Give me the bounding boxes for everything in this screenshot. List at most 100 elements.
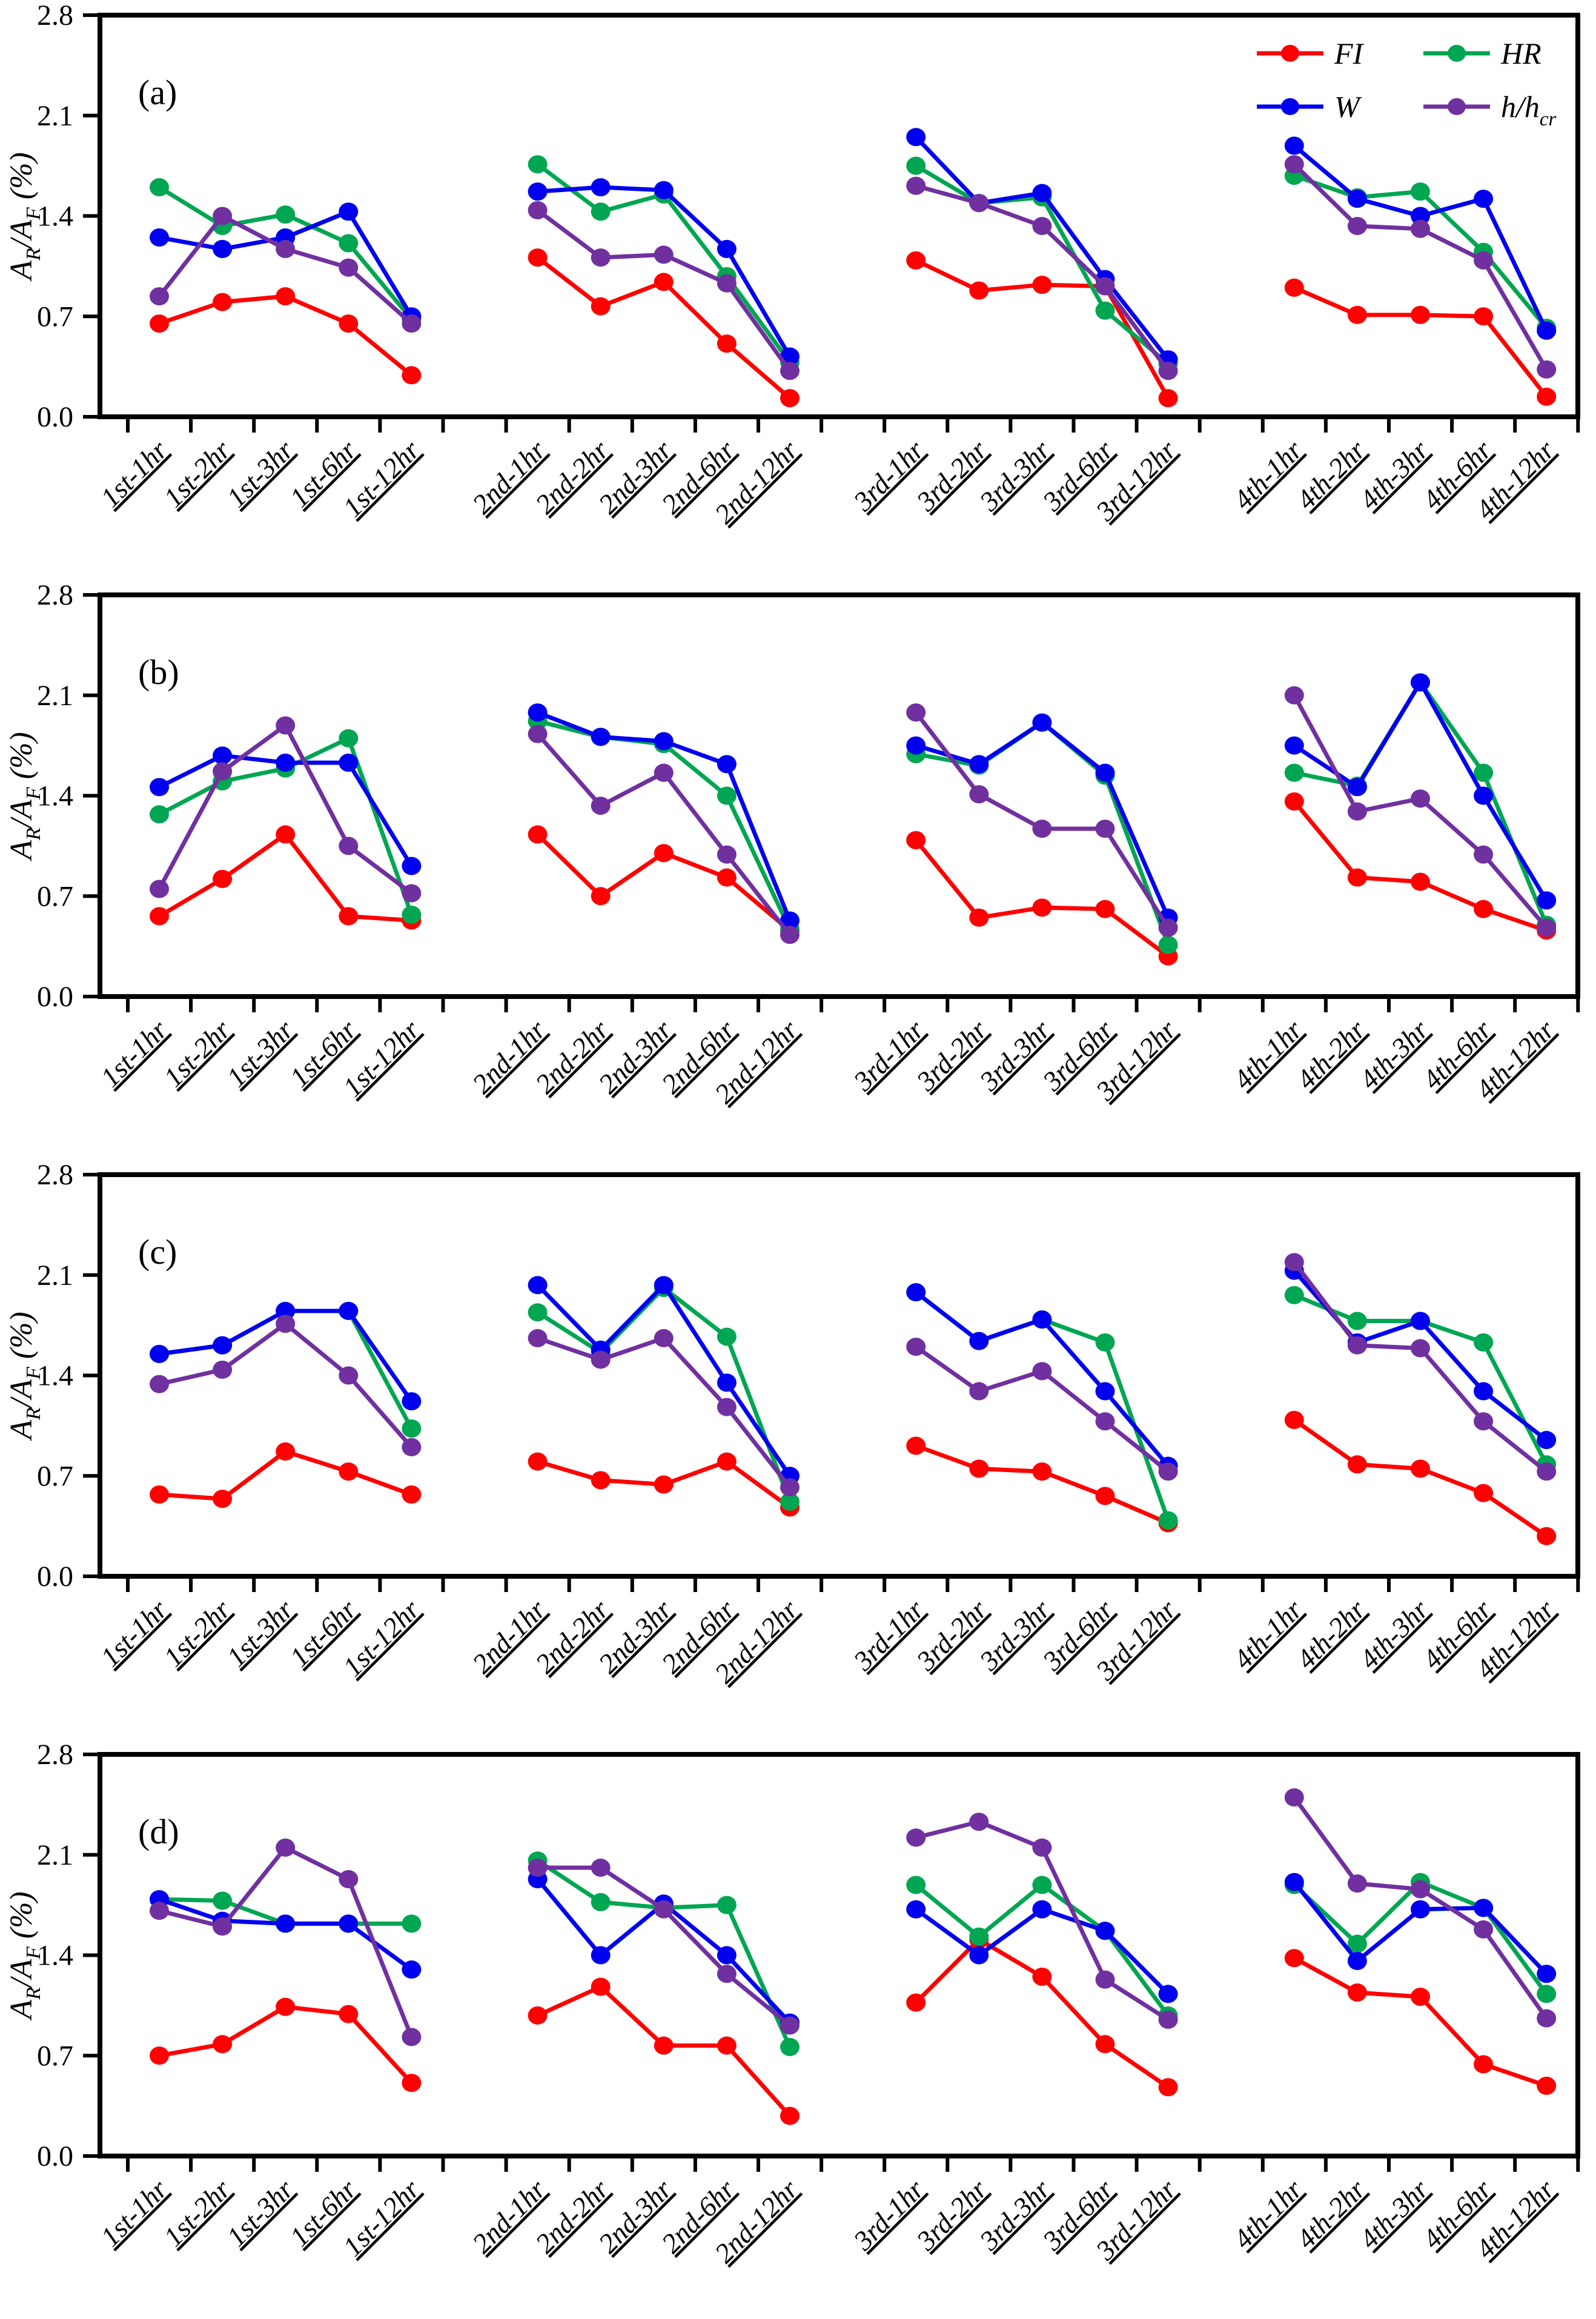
legend-label-HR: HR [1500, 36, 1541, 70]
x-tick-label: 3rd-1hr [847, 2173, 931, 2257]
data-point [906, 831, 926, 849]
data-point [213, 869, 233, 888]
data-point [276, 239, 296, 258]
data-point [1474, 251, 1494, 270]
data-point [591, 1859, 611, 1877]
plot-frame [98, 592, 1580, 999]
data-point [717, 239, 737, 258]
x-tick-label: 1st-2hr [157, 1014, 237, 1093]
panel-label: (b) [138, 652, 179, 692]
data-point [1347, 778, 1367, 797]
data-point [780, 389, 800, 408]
data-point [1537, 1462, 1557, 1481]
data-point [276, 825, 296, 844]
data-point [528, 725, 548, 743]
data-point [276, 1838, 296, 1857]
data-point [402, 2028, 422, 2046]
data-point [1095, 1412, 1115, 1431]
data-point [1095, 1970, 1115, 1989]
data-point [1474, 763, 1494, 782]
data-point [1411, 1339, 1430, 1358]
x-tick-label: 4th-1hr [1227, 2173, 1308, 2254]
y-tick-label: 0.0 [37, 1561, 73, 1593]
data-point [906, 1900, 926, 1919]
data-point [528, 1303, 548, 1322]
data-point [969, 1813, 989, 1831]
data-point [969, 1927, 989, 1946]
data-point [150, 805, 169, 824]
data-point [1284, 1788, 1304, 1807]
data-point [906, 736, 926, 755]
data-point [213, 207, 233, 225]
data-point [213, 1361, 233, 1379]
data-point [1032, 819, 1052, 838]
data-point [591, 887, 611, 906]
data-point [150, 1344, 169, 1363]
data-point [717, 334, 737, 353]
data-point [402, 314, 422, 333]
data-point [1032, 1462, 1052, 1481]
x-tick-label: 4th-2hr [1290, 1593, 1371, 1674]
x-tick-label: 3rd-3hr [973, 434, 1057, 517]
legend-marker-HR [1448, 45, 1466, 62]
data-point [1537, 2009, 1557, 2028]
data-point [1537, 891, 1557, 910]
data-point [213, 746, 233, 765]
data-point [717, 2036, 737, 2055]
data-point [969, 1382, 989, 1401]
data-point [1158, 1511, 1178, 1530]
data-point [1284, 686, 1304, 705]
x-tick-label: 1st-1hr [94, 2173, 174, 2252]
data-point [1095, 1382, 1115, 1401]
data-point [654, 273, 674, 291]
legend-marker-FI [1281, 45, 1299, 62]
data-point [1411, 1880, 1430, 1899]
data-point [906, 703, 926, 722]
y-axis-title: AR/AF (%) [4, 152, 45, 282]
chart-d: 0.00.71.42.12.81st-1hr1st-2hr1st-3hr1st-… [4, 1739, 1580, 2269]
y-tick-label: 0.7 [37, 2040, 73, 2072]
x-tick-label: 3rd-3hr [973, 2173, 1057, 2257]
chart-c: 0.00.71.42.12.81st-1hr1st-2hr1st-3hr1st-… [4, 1160, 1580, 1689]
data-point [1284, 155, 1304, 174]
data-point [402, 857, 422, 875]
data-point [1032, 1900, 1052, 1919]
y-axis-title: AR/AF (%) [4, 1312, 45, 1441]
data-point [1347, 1455, 1367, 1474]
data-point [1095, 1333, 1115, 1352]
data-point [1347, 1951, 1367, 1970]
data-point [1474, 786, 1494, 805]
series-W [150, 673, 1557, 930]
y-tick-label: 2.1 [37, 1259, 73, 1292]
data-point [402, 2074, 422, 2092]
data-point [1284, 278, 1304, 297]
data-point [276, 1997, 296, 2016]
data-point [1474, 1382, 1494, 1401]
data-point [906, 1283, 926, 1302]
data-point [1537, 1965, 1557, 1983]
data-point [1537, 1527, 1557, 1545]
data-point [1095, 763, 1115, 782]
legend-item-HR: HR [1423, 36, 1541, 70]
data-point [1474, 900, 1494, 918]
x-tick-label: 3rd-2hr [910, 434, 994, 517]
data-point [1474, 1333, 1494, 1352]
y-axis-title: AR/AF (%) [4, 732, 45, 861]
data-point [717, 845, 737, 864]
data-point [1411, 219, 1430, 238]
data-point [1411, 1459, 1430, 1478]
plot-frame [98, 1172, 1580, 1579]
data-point [339, 314, 359, 333]
y-tick-label: 2.8 [37, 580, 73, 611]
data-point [780, 1478, 800, 1497]
data-point [591, 1977, 611, 1996]
data-point [1347, 1934, 1367, 1953]
x-tick-label: 1st-2hr [157, 2173, 237, 2252]
data-point [213, 1891, 233, 1910]
data-point [591, 202, 611, 221]
data-point [528, 1452, 548, 1471]
data-point [1284, 1253, 1304, 1272]
data-point [528, 1859, 548, 1877]
data-point [528, 2006, 548, 2025]
